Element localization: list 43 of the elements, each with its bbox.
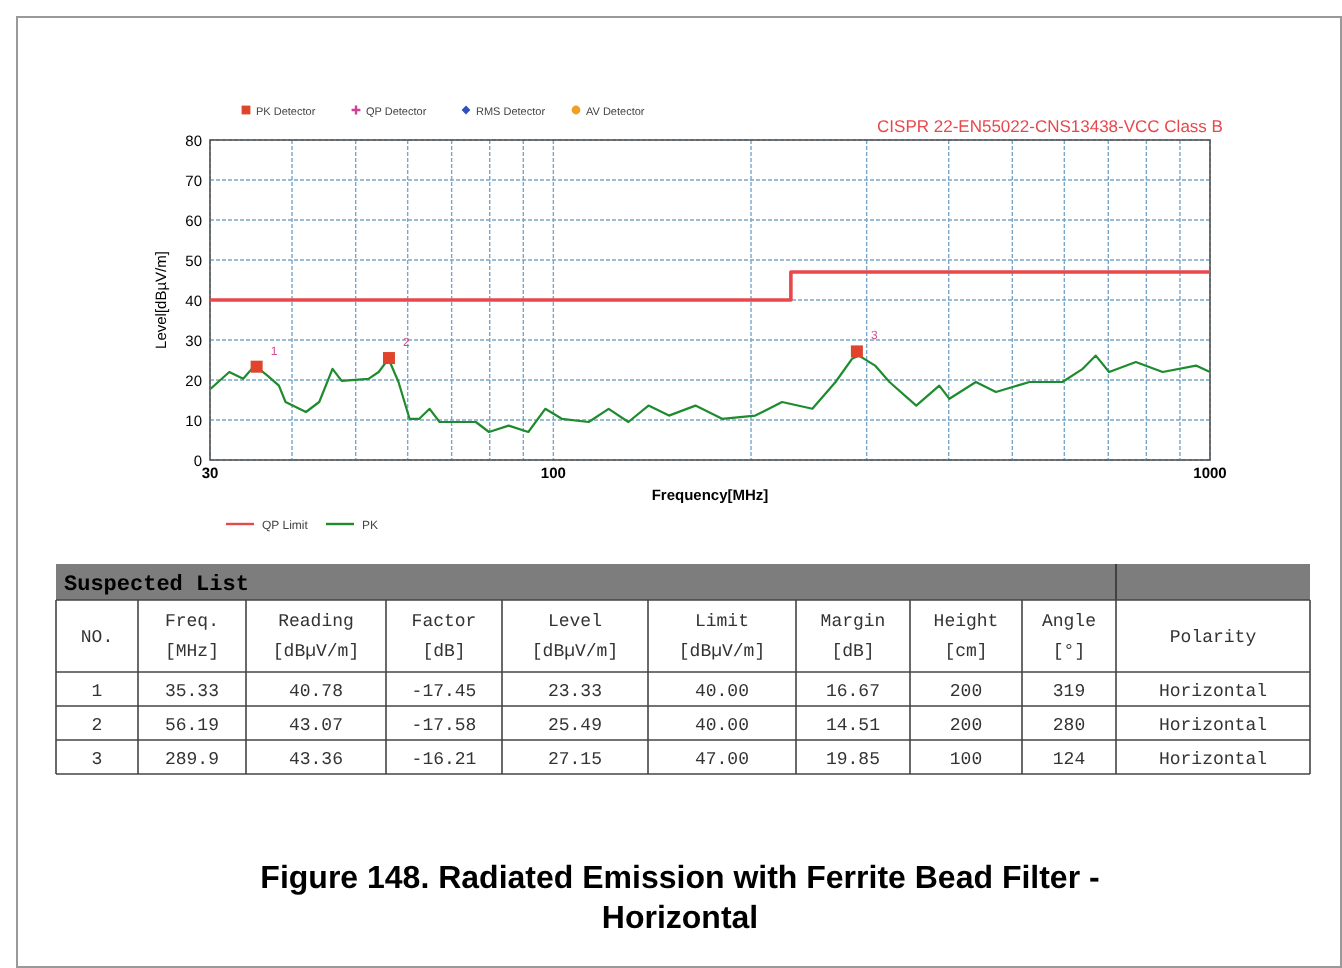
chart-title: CISPR 22-EN55022-CNS13438-VCC Class B [877, 116, 1224, 136]
text: 43.36 [288, 750, 344, 770]
text: 56.19 [164, 716, 220, 736]
text: 319 [1052, 682, 1086, 702]
category-label: Factor [dB] [411, 612, 477, 662]
category-label: Angle [°] [1041, 612, 1097, 662]
category-label: NO. [80, 628, 114, 648]
text: 280 [1052, 716, 1086, 736]
category-label: Polarity [1169, 628, 1258, 648]
text: Horizontal [1158, 682, 1268, 702]
text: -16.21 [411, 750, 477, 770]
text: Suspected List [64, 574, 249, 598]
text: 1 [91, 682, 103, 702]
text: 25.49 [547, 716, 603, 736]
text: 14.51 [825, 716, 881, 736]
text: Horizontal [1158, 716, 1268, 736]
text: 16.67 [825, 682, 881, 702]
category-label: Limit [dBµV/m] [678, 612, 766, 662]
text: 40.00 [694, 682, 750, 702]
text: 40.00 [694, 716, 750, 736]
text: 200 [949, 716, 983, 736]
text: 124 [1052, 750, 1086, 770]
text: -17.45 [411, 682, 477, 702]
text: Horizontal [1158, 750, 1268, 770]
text: 3 [91, 750, 103, 770]
text: 289.9 [164, 750, 220, 770]
category-label: Height [cm] [933, 612, 999, 662]
category-label: Reading [dBµV/m] [272, 612, 360, 662]
text: 27.15 [547, 750, 603, 770]
category-label: Freq. [MHz] [164, 612, 220, 662]
caption: Figure 148. Radiated Emission with Ferrite Bead Filter - Horizontal [260, 862, 1100, 936]
text: 35.33 [164, 682, 220, 702]
text: 19.85 [825, 750, 881, 770]
category-label: Level [dBµV/m] [531, 612, 619, 662]
text: 40.78 [288, 682, 344, 702]
text: -17.58 [411, 716, 477, 736]
text: 47.00 [694, 750, 750, 770]
text: 100 [949, 750, 983, 770]
text: 43.07 [288, 716, 344, 736]
text: 23.33 [547, 682, 603, 702]
text: 200 [949, 682, 983, 702]
text: 2 [91, 716, 103, 736]
category-label: Margin [dB] [820, 612, 886, 662]
